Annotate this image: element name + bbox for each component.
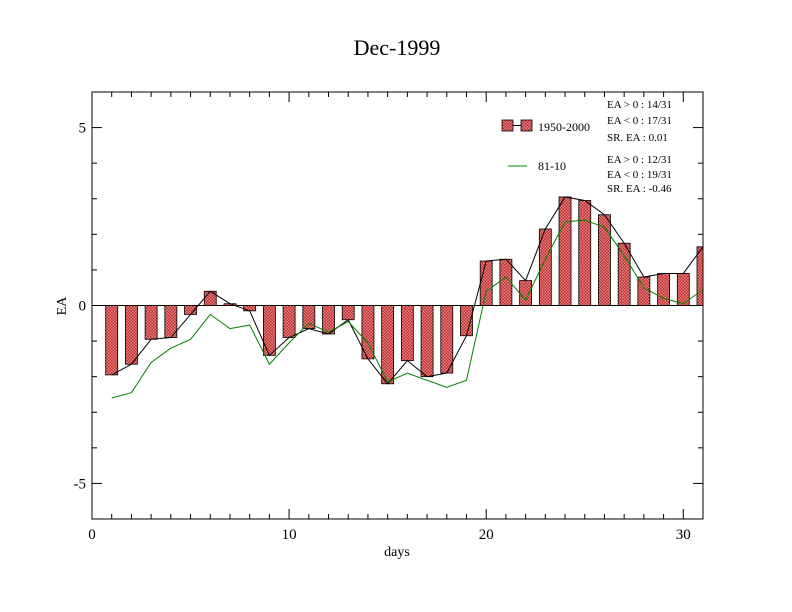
legend-label-81-10: 81-10 bbox=[538, 159, 566, 173]
y-tick-label: 0 bbox=[79, 299, 87, 315]
bar bbox=[578, 200, 592, 306]
bar bbox=[420, 305, 434, 378]
bar bbox=[519, 280, 533, 306]
legend-swatch-left bbox=[501, 119, 514, 132]
x-tick-label: 10 bbox=[282, 527, 297, 543]
series-line-1950-2000 bbox=[111, 196, 704, 385]
y-tick-label: 5 bbox=[79, 121, 87, 137]
bar bbox=[262, 305, 276, 356]
legend-stat: EA < 0 : 17/31 bbox=[607, 115, 672, 127]
bar bbox=[125, 305, 138, 365]
bar bbox=[598, 214, 611, 306]
y-axis-label: EA bbox=[55, 296, 70, 316]
legend-stat: EA < 0 : 19/31 bbox=[607, 169, 672, 181]
x-axis: 0 10 20 30 bbox=[88, 92, 704, 543]
bar bbox=[558, 196, 572, 306]
bar bbox=[144, 305, 158, 340]
legend-stat: SR. EA : -0.46 bbox=[607, 183, 672, 195]
x-tick-label: 0 bbox=[88, 527, 96, 543]
legend-stat: EA > 0 : 14/31 bbox=[607, 99, 672, 111]
bar bbox=[243, 305, 257, 312]
bar bbox=[696, 246, 704, 306]
bar bbox=[617, 242, 631, 306]
bar bbox=[479, 260, 493, 306]
legend-swatch-right bbox=[520, 119, 533, 132]
bar bbox=[657, 273, 670, 306]
y-tick-label: -5 bbox=[74, 476, 87, 492]
legend-stat: EA > 0 : 12/31 bbox=[607, 154, 672, 166]
x-tick-label: 30 bbox=[676, 527, 691, 543]
legend-label-1950-2000: 1950-2000 bbox=[538, 120, 590, 134]
legend: 1950-2000 EA > 0 : 14/31 EA < 0 : 17/31 … bbox=[501, 99, 672, 195]
bar bbox=[381, 305, 395, 385]
legend-stat: SR. EA : 0.01 bbox=[607, 132, 668, 144]
bar bbox=[282, 305, 296, 338]
x-axis-label: days bbox=[384, 545, 410, 560]
x-tick-label: 20 bbox=[479, 527, 494, 543]
bar-series bbox=[105, 196, 704, 385]
bar bbox=[400, 305, 414, 362]
bar bbox=[440, 305, 454, 374]
series-line-81-10 bbox=[111, 219, 704, 399]
bar bbox=[105, 305, 119, 376]
bar bbox=[341, 305, 355, 321]
chart-title: Dec-1999 bbox=[354, 35, 441, 60]
